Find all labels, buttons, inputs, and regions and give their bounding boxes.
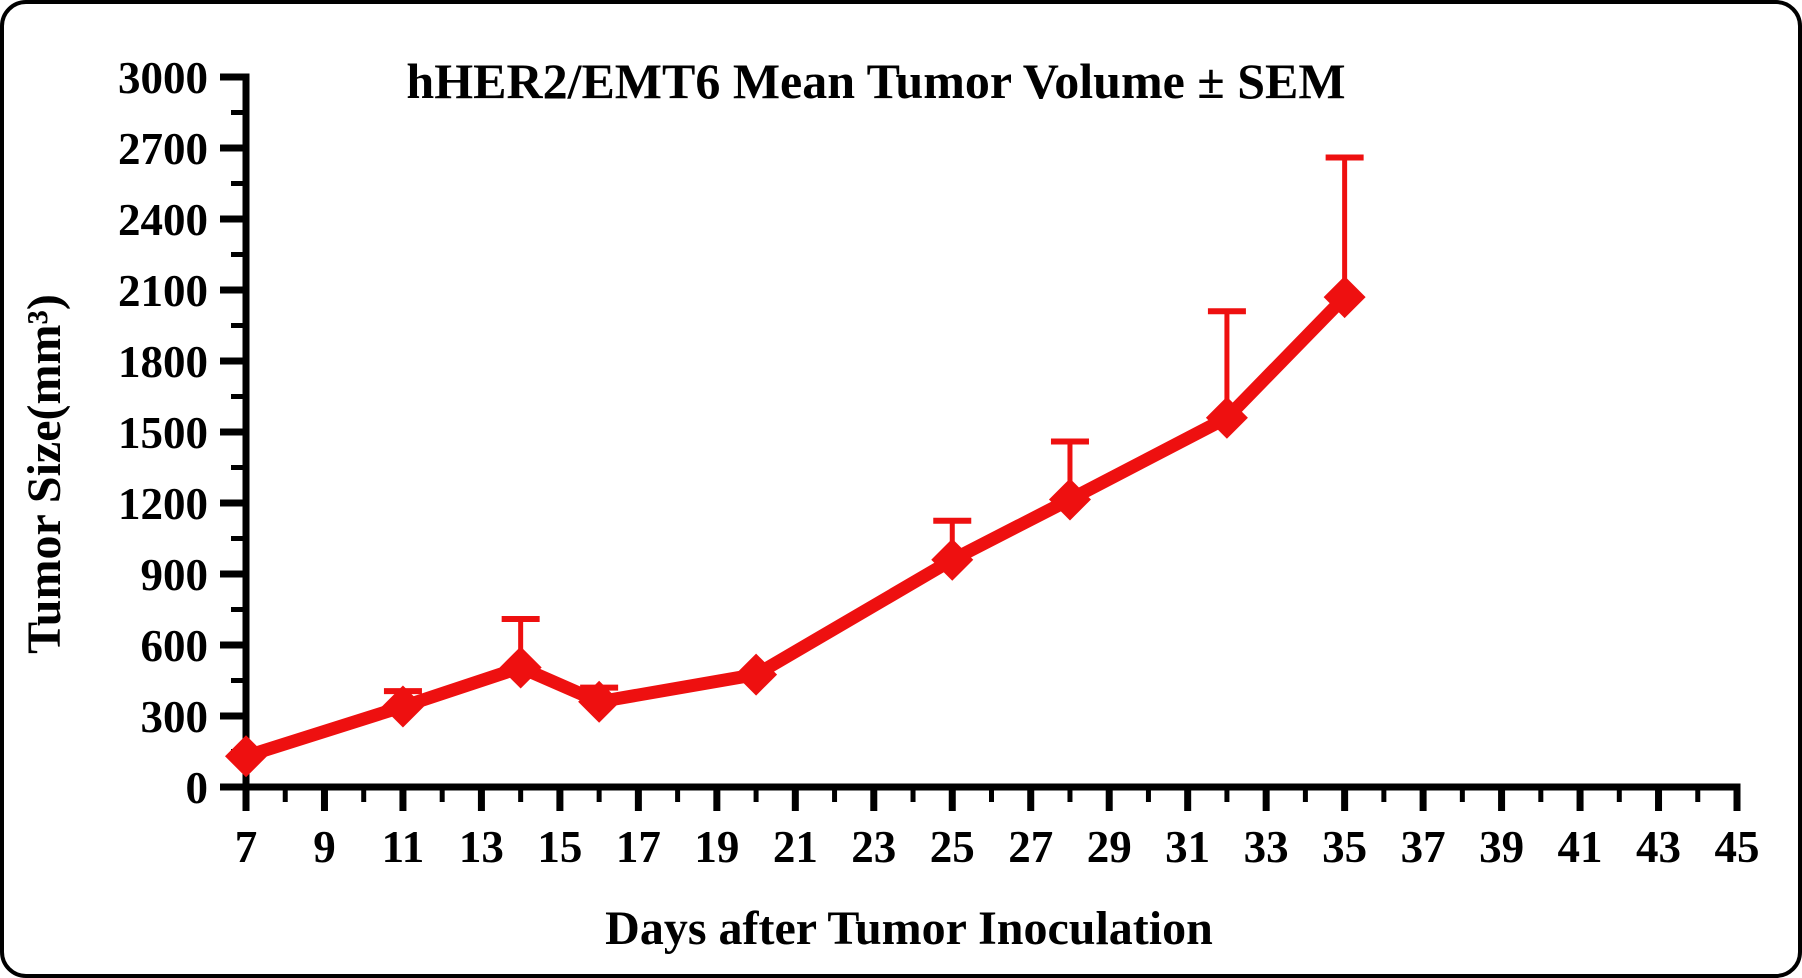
data-point-marker [1205,396,1248,439]
y-tick-label: 1500 [118,408,208,458]
data-point-marker [735,653,778,696]
x-tick-label: 27 [1008,822,1053,872]
x-tick-label: 7 [235,822,258,872]
y-tick-label: 2400 [118,195,208,245]
x-tick-label: 33 [1244,822,1289,872]
x-axis-title: Days after Tumor Inoculation [605,902,1213,955]
x-tick-label: 25 [930,822,975,872]
tumor-volume-line-chart: hHER2/EMT6 Mean Tumor Volume ± SEM Tumor… [18,53,1760,955]
x-tick-label: 29 [1087,822,1132,872]
y-tick-label: 1800 [118,337,208,387]
x-tick-label: 11 [382,822,425,872]
x-tick-label: 35 [1322,822,1367,872]
data-point-marker [381,685,424,728]
chart-title: hHER2/EMT6 Mean Tumor Volume ± SEM [406,53,1345,109]
x-tick-label: 9 [313,822,336,872]
data-point-marker [1048,478,1091,521]
y-tick-label: 0 [186,763,209,813]
y-tick-label: 2700 [118,124,208,174]
data-point-marker [931,538,974,581]
x-tick-label: 15 [537,822,582,872]
x-tick-label: 39 [1479,822,1524,872]
data-point-marker [499,646,542,689]
data-point-marker [1323,276,1366,319]
y-tick-label: 300 [141,692,209,742]
x-tick-label: 21 [773,822,818,872]
y-axis-title: Tumor Size(mm³) [18,294,71,654]
y-tick-label: 600 [141,621,209,671]
x-tick-label: 41 [1558,822,1603,872]
x-tick-label: 31 [1165,822,1210,872]
x-tick-label: 17 [616,822,661,872]
y-tick-label: 2100 [118,266,208,316]
x-tick-label: 37 [1401,822,1446,872]
plot-area: 0 300 600 900 1200 1500 1800 2100 2400 2700 3000 7 9… [118,53,1760,872]
x-tick-label: 23 [851,822,896,872]
series-line [244,292,1350,763]
data-point-marker [225,735,267,778]
x-tick-label: 13 [459,822,504,872]
y-tick-label: 900 [141,550,209,600]
x-tick-label: 45 [1715,822,1760,872]
y-tick-label: 3000 [118,53,208,103]
x-tick-label: 19 [694,822,739,872]
y-tick-label: 1200 [118,479,208,529]
data-point-marker [578,680,621,723]
x-tick-label: 43 [1636,822,1681,872]
